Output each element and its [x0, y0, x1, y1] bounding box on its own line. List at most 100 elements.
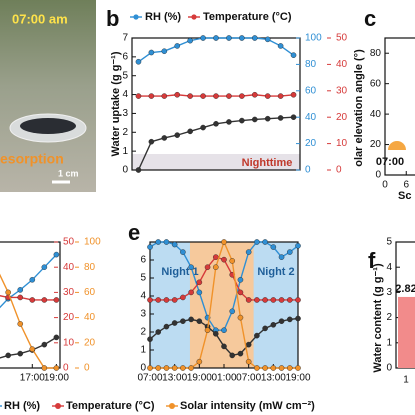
y-tick-label: 5 — [386, 237, 392, 248]
series-marker — [212, 254, 219, 260]
series-marker — [286, 365, 293, 371]
right-tick-label: 40 — [63, 262, 75, 273]
series-marker — [135, 58, 142, 65]
y-tick-label: 1 — [122, 146, 128, 157]
legend-label: Solar intensity (mW cm⁻²) — [180, 400, 315, 412]
series-marker — [29, 276, 36, 283]
series-line — [0, 254, 57, 309]
y-tick-label: 0 — [386, 363, 392, 374]
x-tick-label: 07:00 — [236, 373, 261, 384]
series-marker — [221, 343, 227, 350]
x-tick-label: 0 — [382, 180, 388, 191]
right-tick-label: 0 — [336, 165, 342, 176]
series-marker — [147, 244, 153, 250]
series-marker — [221, 256, 227, 263]
bar — [398, 296, 415, 368]
series-marker — [196, 358, 203, 365]
series-marker — [187, 93, 193, 99]
series-marker — [17, 287, 24, 293]
y-tick-label: 6 — [140, 255, 146, 266]
x-tick-label: 6 — [403, 180, 409, 191]
series-marker — [239, 93, 245, 99]
series-marker — [278, 254, 285, 260]
x-tick-label: 13:00 — [162, 373, 187, 384]
series-marker — [213, 121, 219, 127]
series-marker — [270, 244, 277, 250]
series-marker — [5, 352, 11, 359]
series-marker — [147, 365, 153, 371]
series-marker — [264, 115, 271, 122]
series-marker — [239, 35, 245, 41]
series-marker — [163, 297, 170, 303]
right-tick-label: 40 — [336, 59, 348, 70]
y-tick-label: 0 — [140, 363, 146, 374]
series-line — [138, 37, 294, 63]
series-marker — [221, 239, 227, 245]
series-marker — [229, 308, 236, 315]
legend-label: RH (%) — [4, 400, 40, 412]
series-marker — [213, 93, 219, 99]
series-marker — [187, 128, 193, 135]
series-marker — [277, 43, 284, 49]
series-marker — [254, 297, 260, 303]
bottom-legend: RH (%) Temperature (°C) Solar intensity (m… — [0, 400, 315, 412]
series-marker — [290, 52, 297, 58]
series-marker — [155, 297, 162, 303]
right-tick-label: 20 — [84, 337, 96, 348]
series-marker — [262, 325, 268, 332]
y-tick-label: 20 — [370, 139, 382, 150]
series-marker — [171, 297, 178, 303]
series-marker — [200, 35, 206, 41]
photo: 07:00 am esorption 1 cm — [0, 0, 96, 192]
legend-marker — [55, 403, 61, 409]
series-marker — [155, 365, 162, 371]
chart-panel: 0 20 40 60 80 0 6 c olar elevation angle (°) Sc 07… — [353, 6, 415, 202]
series-marker — [254, 365, 260, 371]
series-marker — [171, 365, 178, 371]
series-marker — [161, 135, 168, 141]
series-marker — [204, 327, 211, 334]
series-marker — [161, 93, 168, 99]
legend-label: Temperature (°C) — [203, 11, 292, 23]
annotation: 07:00 — [376, 156, 404, 168]
right-tick-label: 30 — [336, 85, 348, 96]
x-tick-label: 19:00 — [44, 373, 69, 384]
series-marker — [251, 116, 258, 123]
right-tick-label: 30 — [63, 287, 75, 298]
y-tick-label: 2 — [386, 312, 392, 323]
chart-panel: 0 20 40 60 80 100 0 10 20 30 40 50 17:00 19:00 — [0, 237, 101, 384]
series-marker — [245, 297, 252, 303]
series-marker — [163, 323, 170, 330]
bar-value-label: 2.82 — [395, 283, 415, 295]
plot-frame — [395, 241, 415, 369]
x-tick-label: 07:00 — [137, 373, 162, 384]
series-marker — [53, 297, 60, 303]
series-marker — [155, 239, 162, 245]
series-marker — [171, 241, 178, 248]
y-tick-label: 60 — [370, 78, 382, 89]
series-marker — [41, 365, 48, 371]
chart-panel: 0 1 2 3 4 5 6 7 0 20 40 60 80 100 0 10 20 30 40 50 b Water up… — [106, 6, 348, 176]
y-tick-label: 5 — [140, 273, 146, 284]
y-tick-label: 1 — [386, 337, 392, 348]
right-tick-label: 0 — [305, 165, 311, 176]
sun-icon — [388, 141, 406, 150]
series-marker — [204, 264, 211, 271]
series-marker — [245, 358, 252, 365]
series-marker — [212, 330, 219, 337]
beads — [20, 118, 76, 134]
right-tick-label: 100 — [305, 33, 322, 44]
series-marker — [278, 297, 285, 303]
series-marker — [270, 321, 277, 328]
series-marker — [264, 93, 271, 99]
plot-frame — [384, 37, 415, 176]
y-tick-label: 6 — [122, 51, 128, 62]
series-marker — [200, 124, 206, 131]
y-tick-label: 7 — [122, 33, 128, 44]
series-marker — [174, 132, 181, 138]
series-marker — [188, 264, 194, 271]
y-tick-label: 40 — [370, 109, 382, 120]
y-tick-label: 3 — [140, 309, 146, 320]
series-marker — [270, 365, 277, 371]
series-marker — [163, 365, 170, 371]
